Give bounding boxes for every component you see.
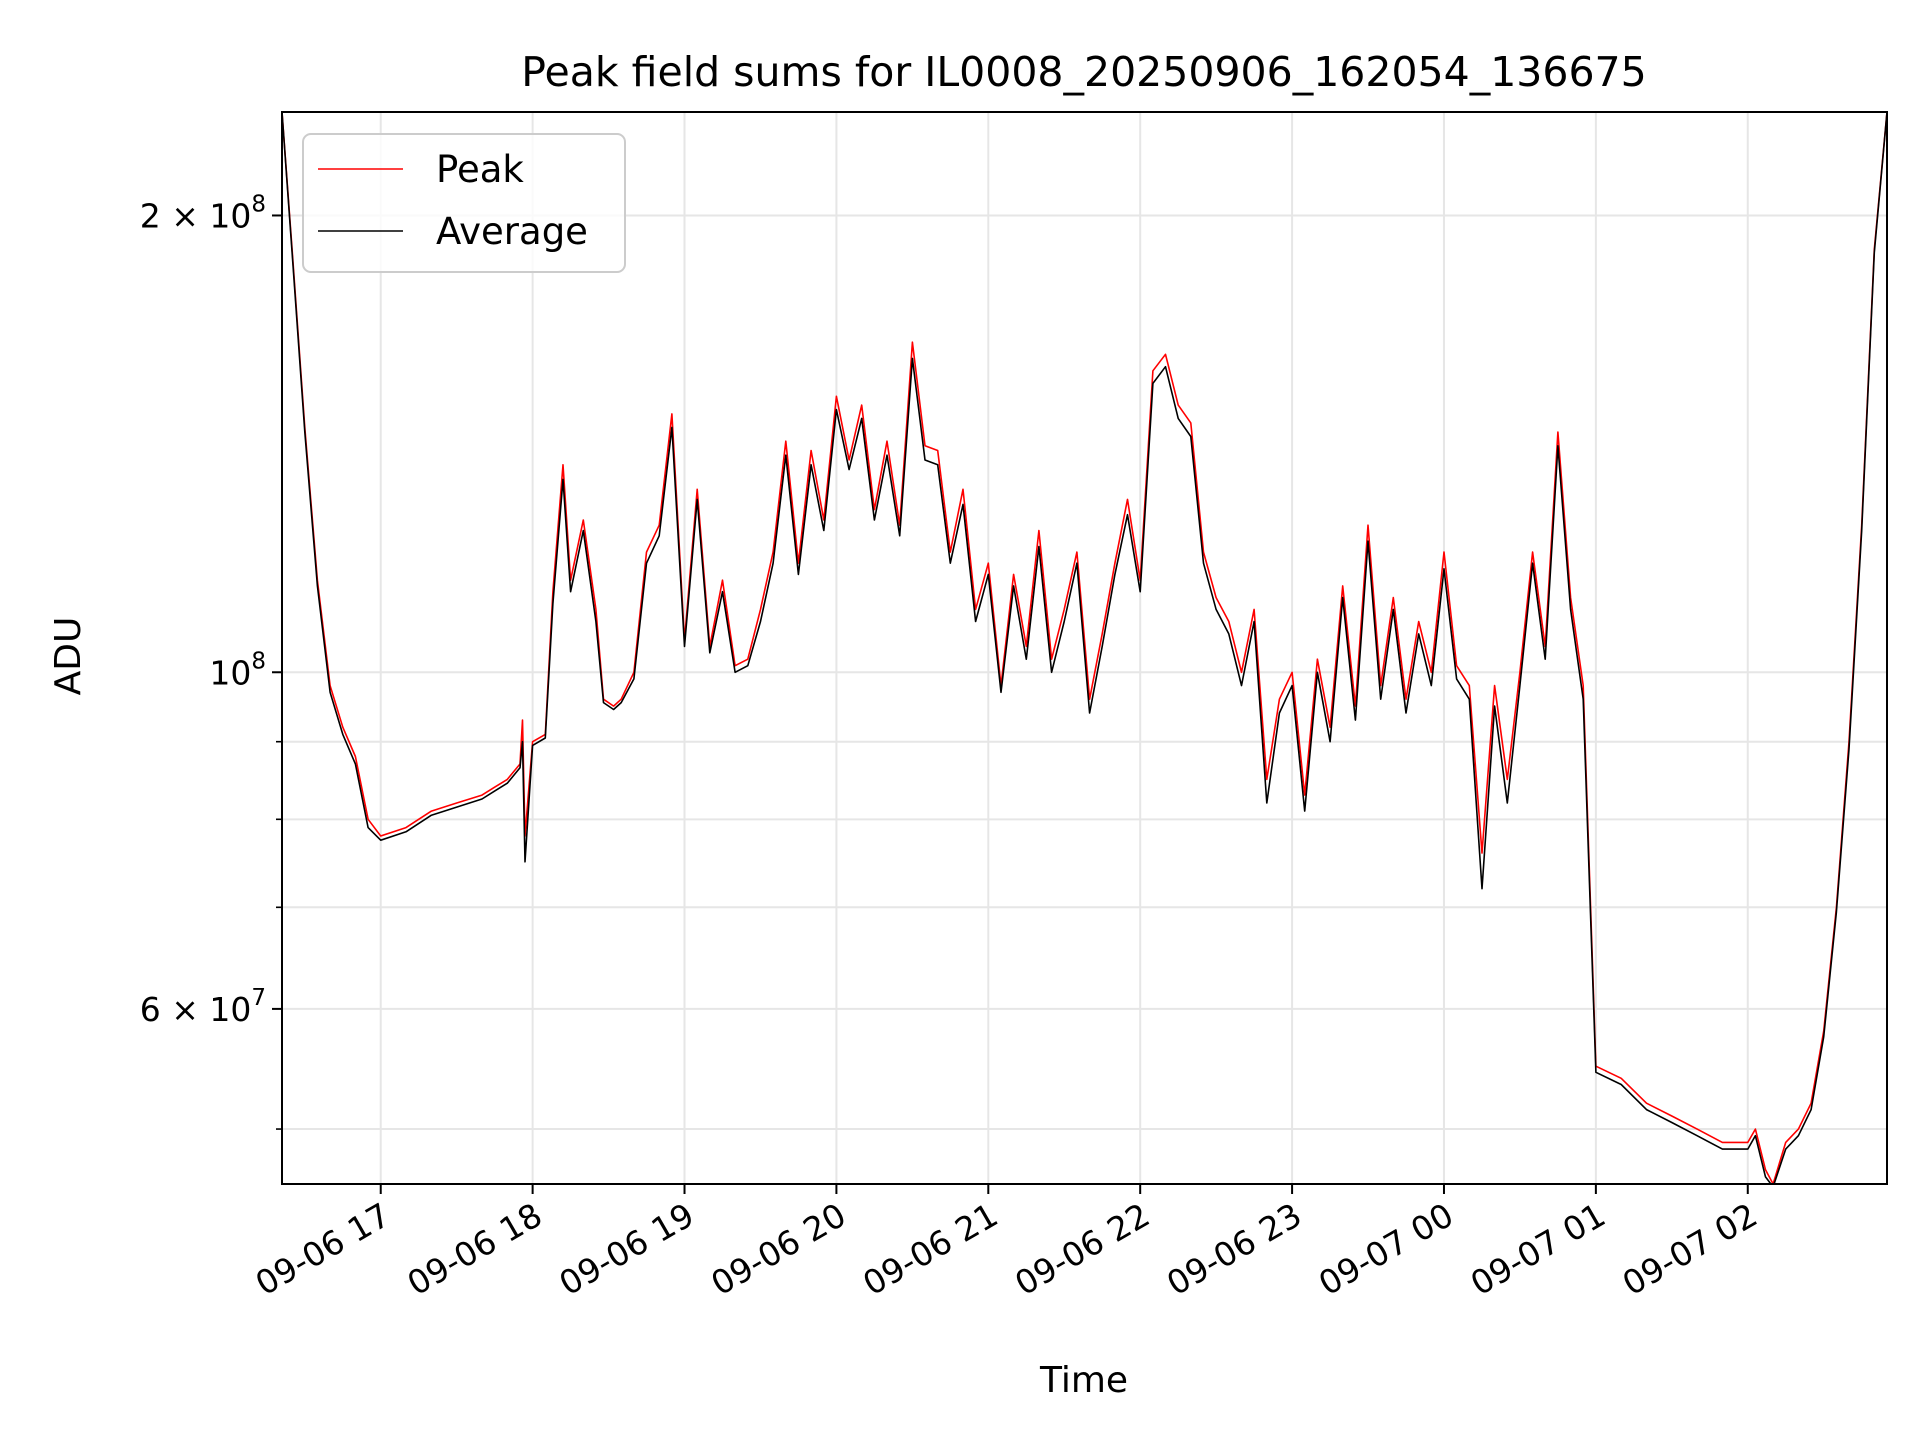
legend: Peak Average xyxy=(302,133,626,273)
y-tick-base: 10 xyxy=(209,653,251,692)
y-tick-label: 6 × 107 xyxy=(140,985,266,1029)
y-tick-base: 6 × 10 xyxy=(140,990,252,1029)
series-layer xyxy=(282,112,1887,1184)
series-line-average xyxy=(282,112,1887,1184)
y-tick-label: 108 xyxy=(209,648,266,692)
legend-label-average: Average xyxy=(436,210,588,253)
y-tick-base: 2 × 10 xyxy=(140,196,252,235)
chart-title: Peak field sums for IL0008_20250906_1620… xyxy=(521,48,1646,96)
plot-frame xyxy=(281,111,1888,1185)
y-tick-exponent: 8 xyxy=(251,191,266,217)
y-tick-exponent: 7 xyxy=(251,985,266,1011)
series-line-peak xyxy=(282,112,1887,1184)
y-axis-label: ADU xyxy=(48,617,89,696)
legend-label-peak: Peak xyxy=(436,148,524,191)
grid xyxy=(282,112,1887,1184)
x-axis-label: Time xyxy=(1039,1360,1128,1401)
y-tick-exponent: 8 xyxy=(251,648,266,674)
y-tick-label: 2 × 108 xyxy=(140,191,266,235)
